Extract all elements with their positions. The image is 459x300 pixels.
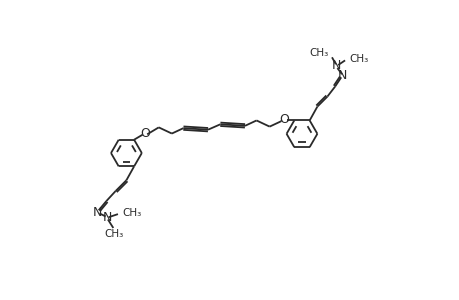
Text: N: N	[102, 212, 112, 224]
Text: N: N	[331, 59, 341, 72]
Text: CH₃: CH₃	[309, 48, 328, 58]
Text: CH₃: CH₃	[349, 54, 368, 64]
Text: N: N	[92, 206, 101, 219]
Text: CH₃: CH₃	[122, 208, 141, 218]
Text: CH₃: CH₃	[104, 229, 123, 239]
Text: N: N	[337, 68, 347, 82]
Text: O: O	[279, 113, 289, 126]
Text: O: O	[140, 127, 150, 140]
